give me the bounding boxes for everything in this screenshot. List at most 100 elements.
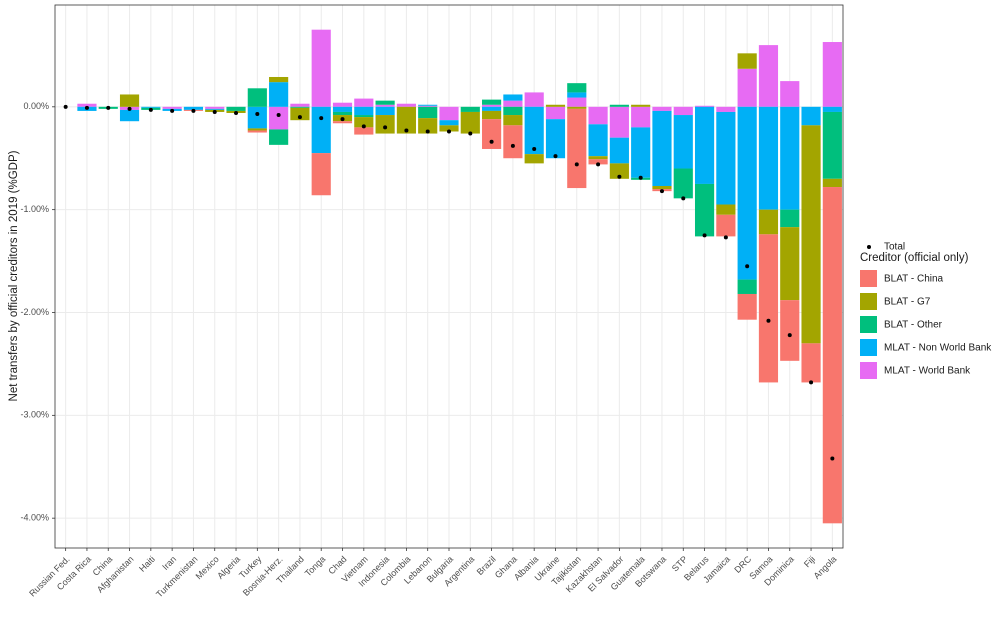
- bar-segment: [396, 103, 416, 107]
- bar-segment: [780, 106, 800, 210]
- bar-segment: [205, 106, 225, 109]
- x-tick-label: Fiji: [802, 554, 817, 569]
- bar-segment: [694, 183, 715, 237]
- bar-segment: [311, 29, 331, 107]
- bar-segment: [482, 106, 502, 111]
- legend-marker: [867, 245, 871, 249]
- total-point: [361, 124, 366, 129]
- bar-segment: [631, 127, 651, 178]
- bar-segment: [375, 100, 395, 105]
- bar-segment: [418, 104, 438, 106]
- total-point: [383, 125, 388, 130]
- total-point: [553, 154, 558, 159]
- bar-segment: [673, 115, 693, 169]
- bar-segment: [375, 104, 395, 107]
- bar-segment: [822, 187, 842, 524]
- bar-segment: [588, 124, 608, 157]
- bar-segment: [354, 117, 374, 128]
- x-tick-label: Mexico: [194, 554, 221, 581]
- bar-segment: [567, 108, 587, 189]
- total-point: [510, 143, 515, 148]
- bar-segment: [567, 97, 587, 107]
- total-point: [787, 333, 792, 338]
- bar-segment: [503, 125, 523, 159]
- bar-segment: [247, 106, 267, 129]
- bar-segment: [524, 154, 544, 164]
- bar-segment: [609, 106, 629, 138]
- bar-segment: [354, 127, 374, 135]
- bar-segment: [332, 106, 353, 112]
- total-point: [404, 128, 409, 133]
- total-point: [596, 162, 601, 167]
- bar-segment: [780, 81, 800, 107]
- bar-segment: [801, 343, 821, 383]
- bar-segment: [524, 92, 544, 107]
- legend-label: Total: [884, 242, 905, 253]
- total-point: [574, 162, 579, 167]
- total-point: [319, 116, 324, 121]
- bar-segment: [396, 106, 416, 134]
- legend-title: Creditor (official only): [860, 252, 969, 264]
- bar-segment: [332, 121, 353, 124]
- bar-segment: [716, 106, 736, 112]
- bar-segment: [439, 125, 459, 132]
- bar-segment: [545, 119, 566, 159]
- legend-label: BLAT - Other: [884, 320, 943, 331]
- bar-segment: [375, 106, 395, 116]
- bar-segment: [482, 110, 502, 120]
- bar-segment: [758, 209, 779, 235]
- y-tick-label: -3.00%: [20, 410, 49, 420]
- bar-segment: [418, 118, 438, 134]
- bar-segment: [631, 106, 651, 128]
- bar-segment: [269, 106, 289, 130]
- bar-segment: [482, 119, 502, 149]
- bar-segment: [418, 106, 438, 119]
- total-point: [191, 108, 196, 113]
- bar-segment: [332, 111, 353, 116]
- legend-label: MLAT - World Bank: [884, 366, 971, 377]
- bar-segment: [141, 106, 161, 108]
- bar-segment: [716, 204, 736, 215]
- bar-segment: [311, 153, 331, 196]
- bar-segment: [801, 125, 821, 344]
- legend-label: MLAT - Non World Bank: [884, 343, 992, 354]
- bar-segment: [567, 106, 587, 109]
- bar-segment: [716, 111, 736, 205]
- bar-segment: [652, 110, 672, 186]
- legend-swatch: [860, 293, 877, 310]
- bar-segment: [822, 178, 842, 188]
- bar-segment: [482, 99, 502, 105]
- bar-segment: [524, 106, 544, 155]
- bar-segment: [354, 115, 374, 118]
- bar-segment: [822, 106, 842, 112]
- x-tick-label: Tonga: [303, 554, 327, 578]
- bar-segment: [205, 108, 225, 110]
- bar-segment: [503, 115, 523, 126]
- bar-segment: [290, 103, 310, 107]
- bar-segment: [290, 106, 310, 108]
- total-point: [276, 113, 281, 118]
- y-tick-label: -1.00%: [20, 204, 49, 214]
- total-point: [84, 105, 89, 110]
- bar-segment: [780, 209, 800, 228]
- bar-segment: [737, 106, 757, 280]
- bar-segment: [758, 45, 779, 107]
- bar-segment: [758, 106, 779, 210]
- total-point: [212, 109, 217, 114]
- total-point: [766, 318, 771, 323]
- total-point: [63, 104, 68, 109]
- y-tick-label: 0.00%: [23, 101, 49, 111]
- bar-segment: [588, 159, 608, 165]
- bar-segment: [758, 234, 779, 383]
- bar-segment: [588, 106, 608, 125]
- bar-segment: [780, 227, 800, 301]
- legend-label: BLAT - China: [884, 274, 944, 285]
- bar-segment: [503, 106, 523, 116]
- bar-segment: [609, 104, 629, 107]
- bar-segment: [652, 106, 672, 111]
- y-tick-label: -2.00%: [20, 307, 49, 317]
- bar-segment: [311, 106, 331, 154]
- total-point: [702, 233, 707, 238]
- bar-segment: [609, 163, 629, 179]
- x-tick-label: Haiti: [137, 554, 157, 574]
